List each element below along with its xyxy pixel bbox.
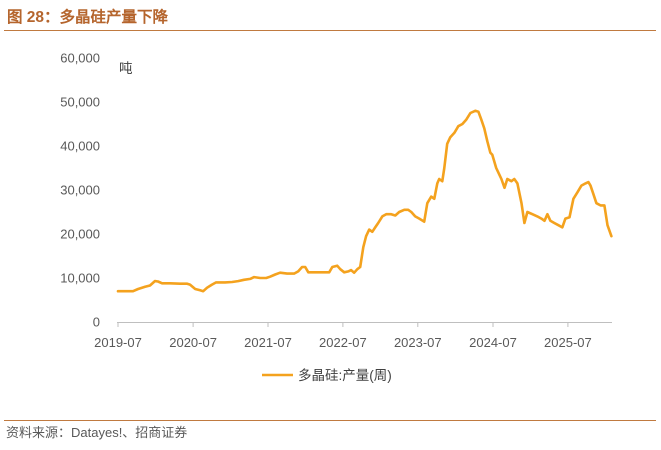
title-divider [4, 30, 656, 31]
legend-label: 多晶硅:产量(周) [298, 367, 392, 383]
x-tick-label: 2022-07 [319, 335, 367, 350]
x-tick-label: 2025-07 [544, 335, 592, 350]
y-tick-label: 10,000 [60, 271, 100, 286]
x-tick-label: 2024-07 [469, 335, 517, 350]
y-tick-label: 50,000 [60, 95, 100, 110]
legend: 多晶硅:产量(周) [262, 367, 392, 383]
y-axis-unit-label: 吨 [119, 61, 133, 76]
y-tick-label: 30,000 [60, 183, 100, 198]
x-axis: 2019-07 2020-07 2021-07 2022-07 2023-07 2024-… [94, 322, 592, 350]
series-line [116, 109, 613, 293]
y-tick-label: 0 [93, 315, 100, 330]
x-tick-label: 2020-07 [169, 335, 217, 350]
y-tick-label: 60,000 [60, 51, 100, 66]
source-divider [4, 420, 656, 421]
x-tick-label: 2019-07 [94, 335, 142, 350]
y-axis: 0 10,000 20,000 30,000 40,000 50,000 60,000 [60, 51, 100, 330]
x-tick-label: 2023-07 [394, 335, 442, 350]
y-tick-label: 40,000 [60, 139, 100, 154]
x-tick-label: 2021-07 [244, 335, 292, 350]
figure-title: 图 28：多晶硅产量下降 [7, 9, 169, 26]
y-tick-label: 20,000 [60, 227, 100, 242]
source-note: 资料来源：Datayes!、招商证券 [6, 425, 188, 440]
series-layer [116, 109, 613, 293]
